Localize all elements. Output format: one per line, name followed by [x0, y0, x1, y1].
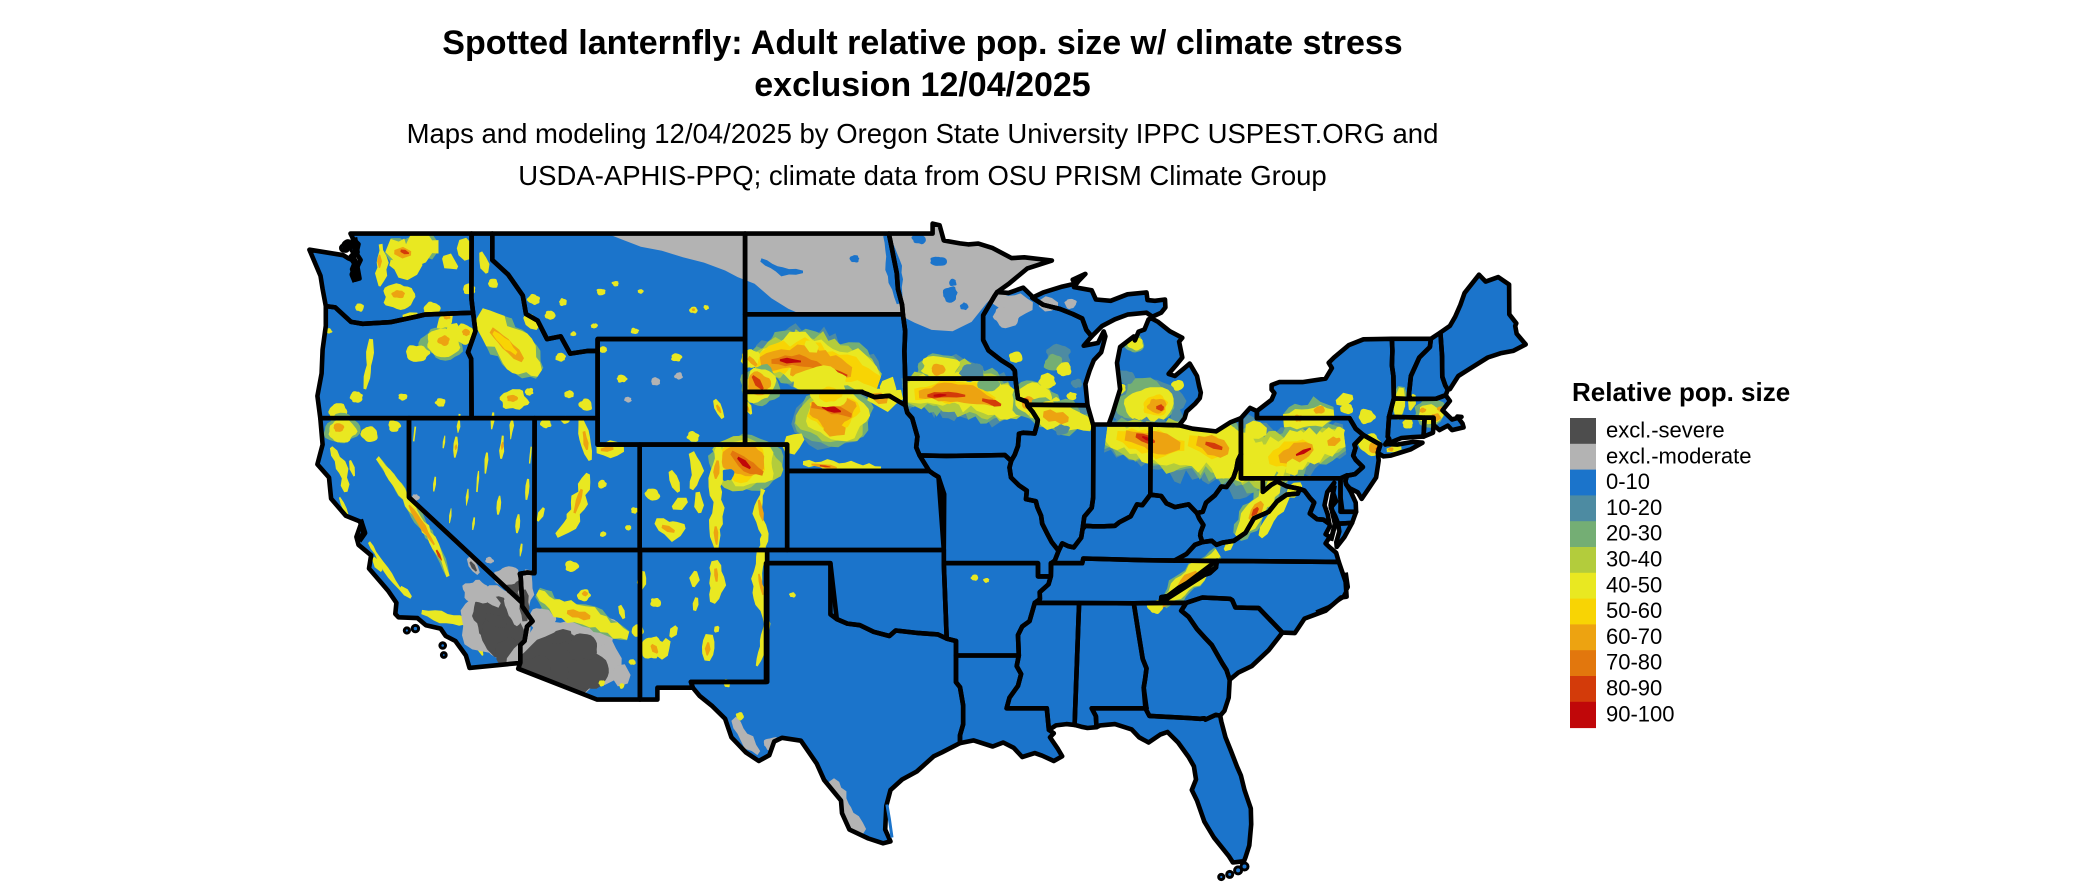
svg-text:90-100: 90-100 — [1606, 701, 1675, 726]
svg-text:80-90: 80-90 — [1606, 676, 1662, 701]
svg-text:10-20: 10-20 — [1606, 495, 1662, 520]
svg-text:excl.-severe: excl.-severe — [1606, 418, 1725, 443]
svg-text:40-50: 40-50 — [1606, 572, 1662, 597]
svg-text:50-60: 50-60 — [1606, 598, 1662, 623]
svg-text:70-80: 70-80 — [1606, 650, 1662, 675]
svg-text:60-70: 60-70 — [1606, 624, 1662, 649]
svg-text:20-30: 20-30 — [1606, 521, 1662, 546]
svg-text:0-10: 0-10 — [1606, 469, 1650, 494]
svg-text:Relative pop. size: Relative pop. size — [1572, 377, 1790, 407]
svg-text:excl.-moderate: excl.-moderate — [1606, 443, 1752, 468]
svg-text:30-40: 30-40 — [1606, 547, 1662, 572]
